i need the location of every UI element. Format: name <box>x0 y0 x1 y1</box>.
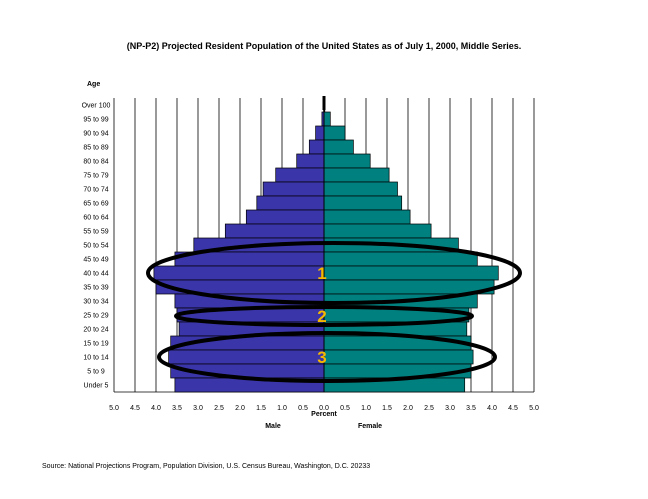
x-tick-label: 1.5 <box>256 405 266 412</box>
age-label: 15 to 19 <box>83 341 108 348</box>
age-label: 40 to 44 <box>83 271 108 278</box>
age-label: 30 to 34 <box>83 299 108 306</box>
age-label: 75 to 79 <box>83 173 108 180</box>
source-note: Source: National Projections Program, Po… <box>42 463 371 470</box>
bar-female <box>323 167 390 183</box>
bar-female <box>323 181 398 197</box>
bar-female <box>323 349 474 365</box>
x-tick-label: 4.0 <box>151 405 161 412</box>
bar-male <box>168 349 325 365</box>
highlight-ellipse <box>146 241 522 305</box>
x-tick-label: 3.0 <box>445 405 455 412</box>
x-tick-label: 2.0 <box>235 405 245 412</box>
bar-female <box>323 335 472 351</box>
age-label: 25 to 29 <box>83 313 108 320</box>
y-axis-title: Age <box>87 81 101 88</box>
x-tick-label: 2.5 <box>214 405 224 412</box>
bar-male <box>262 181 325 197</box>
legend-male: Male <box>265 423 281 430</box>
age-label: 60 to 64 <box>83 215 108 222</box>
x-tick-label: 0.5 <box>340 405 350 412</box>
age-label: 85 to 89 <box>83 145 108 152</box>
age-label: 45 to 49 <box>83 257 108 264</box>
x-tick-label: 2.5 <box>424 405 434 412</box>
bar-female <box>323 195 403 211</box>
x-tick-label: 5.0 <box>109 405 119 412</box>
x-tick-label: 1.0 <box>277 405 287 412</box>
x-tick-label: 4.0 <box>487 405 497 412</box>
age-label: 80 to 84 <box>83 159 108 166</box>
bar-female <box>323 139 354 155</box>
x-tick-label: 3.5 <box>466 405 476 412</box>
age-label: 65 to 69 <box>83 201 108 208</box>
x-tick-label: 1.0 <box>361 405 371 412</box>
bar-male <box>296 153 325 169</box>
age-label: 90 to 94 <box>83 131 108 138</box>
bar-female <box>323 251 478 267</box>
bar-male <box>308 139 325 155</box>
bar-female <box>323 125 346 141</box>
bar-over-100 <box>322 96 326 110</box>
age-label: 95 to 99 <box>83 117 108 124</box>
age-label: 10 to 14 <box>83 355 108 362</box>
bar-male <box>224 223 325 239</box>
highlight-ellipse <box>157 331 497 383</box>
age-labels: Over 100 95 to 99 90 to 94 85 to 89 80 to 84… <box>82 103 111 390</box>
highlight-number: 2 <box>317 307 326 326</box>
x-tick-label: 0.0 <box>319 405 329 412</box>
bar-female <box>323 111 331 127</box>
age-label: 55 to 59 <box>83 229 108 236</box>
highlight-number: 3 <box>317 348 326 367</box>
highlight-ellipse <box>174 305 474 327</box>
x-tick-label: 4.5 <box>130 405 140 412</box>
x-tick-label: 4.5 <box>508 405 518 412</box>
bar-male <box>315 125 325 141</box>
age-label: 35 to 39 <box>83 285 108 292</box>
x-tick-label: 1.5 <box>382 405 392 412</box>
bar-female <box>323 209 411 225</box>
bar-male <box>153 265 325 281</box>
age-label: 50 to 54 <box>83 243 108 250</box>
age-label: 20 to 24 <box>83 327 108 334</box>
bar-male <box>256 195 325 211</box>
x-tick-label: 3.5 <box>172 405 182 412</box>
bar-male <box>275 167 325 183</box>
bar-female <box>323 363 472 379</box>
x-tick-label: 5.0 <box>529 405 539 412</box>
x-tick-label: 0.5 <box>298 405 308 412</box>
age-label: Over 100 <box>82 103 111 110</box>
bar-male <box>245 209 325 225</box>
bar-female <box>323 265 499 281</box>
highlight-ellipses: 1 2 3 <box>146 241 522 383</box>
legend-female: Female <box>358 423 382 430</box>
age-label: 70 to 74 <box>83 187 108 194</box>
x-tick-labels: 5.0 4.5 4.0 3.5 3.0 2.5 2.0 1.5 1.0 0.5 0.0 0.5 1.0 1… <box>109 405 539 412</box>
bar-female <box>323 153 371 169</box>
highlight-number: 1 <box>317 264 326 283</box>
x-axis-title: Percent <box>311 411 337 418</box>
chart-title: (NP-P2) Projected Resident Population of… <box>126 41 522 51</box>
bar-female <box>323 223 432 239</box>
age-label: 5 to 9 <box>87 369 105 376</box>
age-label: Under 5 <box>84 383 109 390</box>
x-tick-label: 3.0 <box>193 405 203 412</box>
x-tick-label: 2.0 <box>403 405 413 412</box>
